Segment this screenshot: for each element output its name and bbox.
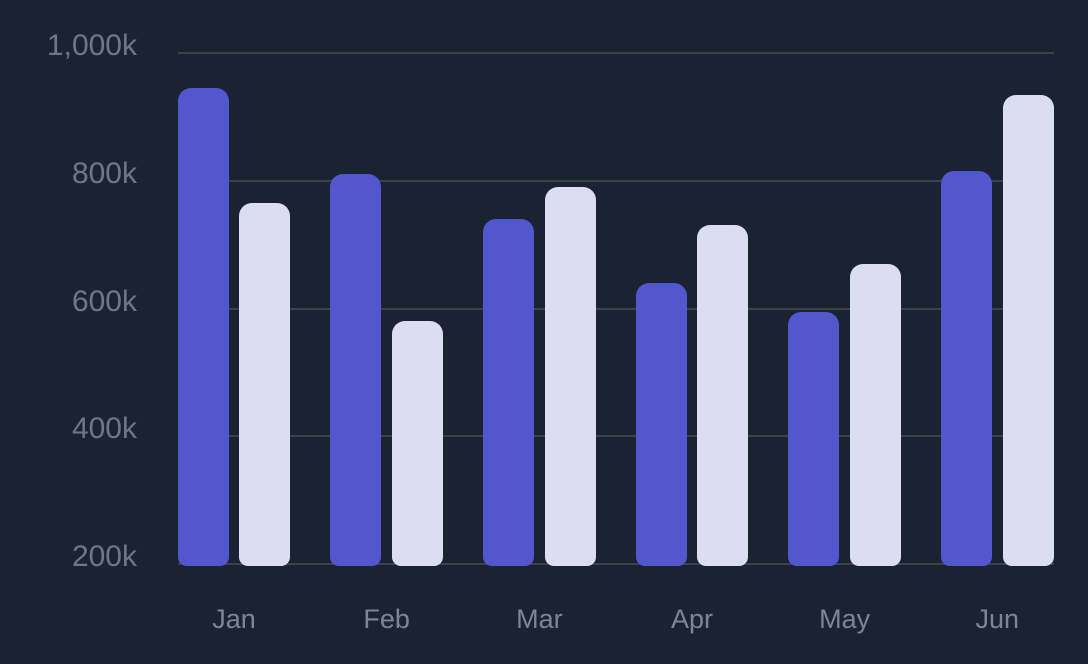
gridline-600k (177, 307, 1054, 310)
y-tick-label-200k: 200k (71, 540, 137, 573)
bar-jan-indigo (177, 88, 229, 566)
gridline-1-000k (177, 52, 1054, 54)
x-label-mar: Mar (516, 604, 563, 634)
y-tick-label-1-000k: 1,000k (46, 29, 137, 62)
y-tick-label-800k: 800k (71, 156, 137, 190)
gridline-800k (177, 179, 1054, 182)
gridline-400k (177, 435, 1054, 438)
bar-apr-indigo (635, 282, 687, 566)
x-label-apr: Apr (670, 604, 713, 634)
gridline-200k (177, 563, 1054, 565)
bar-may-lavender (849, 263, 901, 566)
x-label-feb: Feb (363, 604, 410, 634)
bar-jun-lavender (1002, 94, 1054, 566)
bar-jun-indigo (941, 171, 992, 566)
bar-apr-lavender (697, 225, 749, 566)
x-label-jun: Jun (975, 604, 1020, 634)
x-label-may: May (819, 604, 871, 634)
y-tick-label-600k: 600k (71, 284, 137, 318)
bar-feb-indigo (330, 174, 382, 566)
bar-may-indigo (788, 311, 840, 566)
bar-feb-lavender (391, 321, 443, 566)
bar-mar-lavender (544, 187, 596, 566)
bar-mar-indigo (483, 219, 535, 566)
bar-jan-lavender (239, 203, 291, 566)
y-tick-label-400k: 400k (71, 412, 137, 446)
x-label-jan: Jan (212, 604, 256, 634)
